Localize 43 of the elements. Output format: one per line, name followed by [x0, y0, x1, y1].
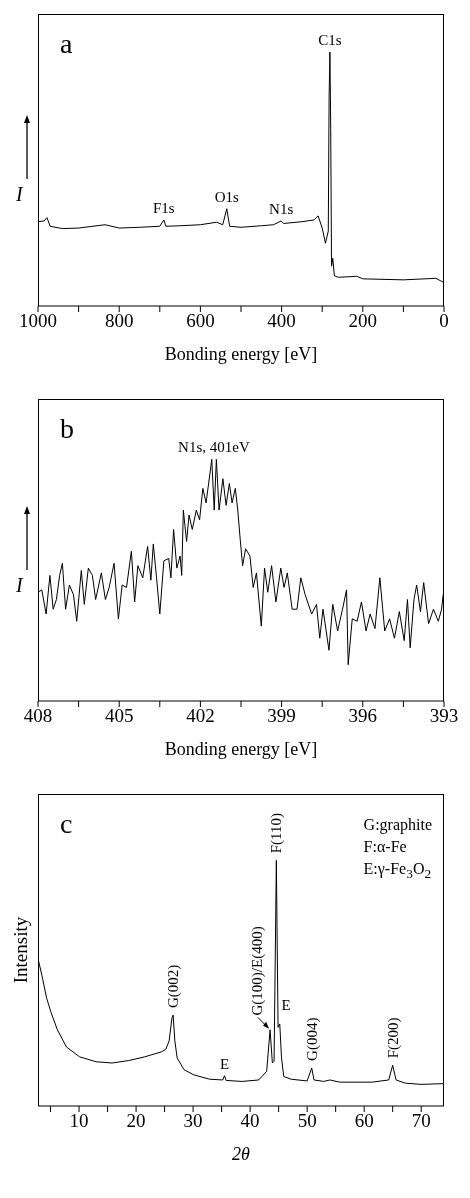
annotation: G(004): [303, 1017, 321, 1061]
annotation: F(200): [384, 1017, 402, 1059]
x-tick-label: 600: [186, 310, 215, 332]
text: F:α-Fe: [363, 837, 408, 857]
annotation: E: [281, 996, 291, 1013]
x-tick-label: 200: [348, 310, 378, 332]
y-axis-title: I: [16, 183, 23, 207]
annotation: E:γ-Fe$_{3}$O$_{2}$: [363, 859, 432, 884]
x-tick-label: 396: [348, 705, 378, 727]
annotation: G(002): [165, 964, 183, 1009]
x-tick-label: 60: [354, 1110, 374, 1132]
annotation: F(110): [268, 813, 286, 854]
text: b: [60, 413, 74, 445]
x-tick-label: 70: [411, 1110, 431, 1132]
x-tick-label: 0: [439, 310, 449, 332]
text: c: [60, 808, 73, 840]
annotation: E: [219, 1055, 230, 1072]
text: G:graphite: [363, 815, 432, 836]
x-axis-title: 2θ: [232, 1144, 251, 1164]
x-tick-label: 40: [240, 1110, 260, 1132]
x-tick-label: 1000: [19, 310, 57, 332]
annotation: O1s: [214, 188, 240, 205]
x-tick-label: 402: [186, 705, 215, 727]
annotation: N1s, 401eV: [178, 439, 250, 456]
x-tick-label: 399: [267, 705, 296, 727]
y-axis-title: I: [16, 574, 23, 598]
x-tick-label: 408: [23, 705, 53, 727]
annotation: G(100)/E(400): [248, 926, 266, 1016]
x-axis-title: Bonding energy [eV]: [164, 739, 318, 759]
x-tick-label: 50: [297, 1110, 317, 1132]
x-tick-label: 800: [104, 310, 134, 332]
x-axis-title: Bonding energy [eV]: [164, 344, 318, 364]
annotation: C1s: [318, 32, 342, 49]
x-tick-label: 10: [69, 1110, 89, 1132]
x-tick-label: 405: [104, 705, 134, 727]
x-tick-label: 30: [183, 1110, 203, 1132]
annotation: N1s: [269, 200, 294, 217]
x-tick-label: 400: [267, 310, 296, 332]
x-tick-label: 393: [429, 705, 459, 727]
x-tick-label: 20: [126, 1110, 146, 1132]
y-axis-title: Intensity: [10, 916, 33, 984]
annotation: a: [60, 28, 73, 60]
annotation: F1s: [153, 199, 175, 216]
